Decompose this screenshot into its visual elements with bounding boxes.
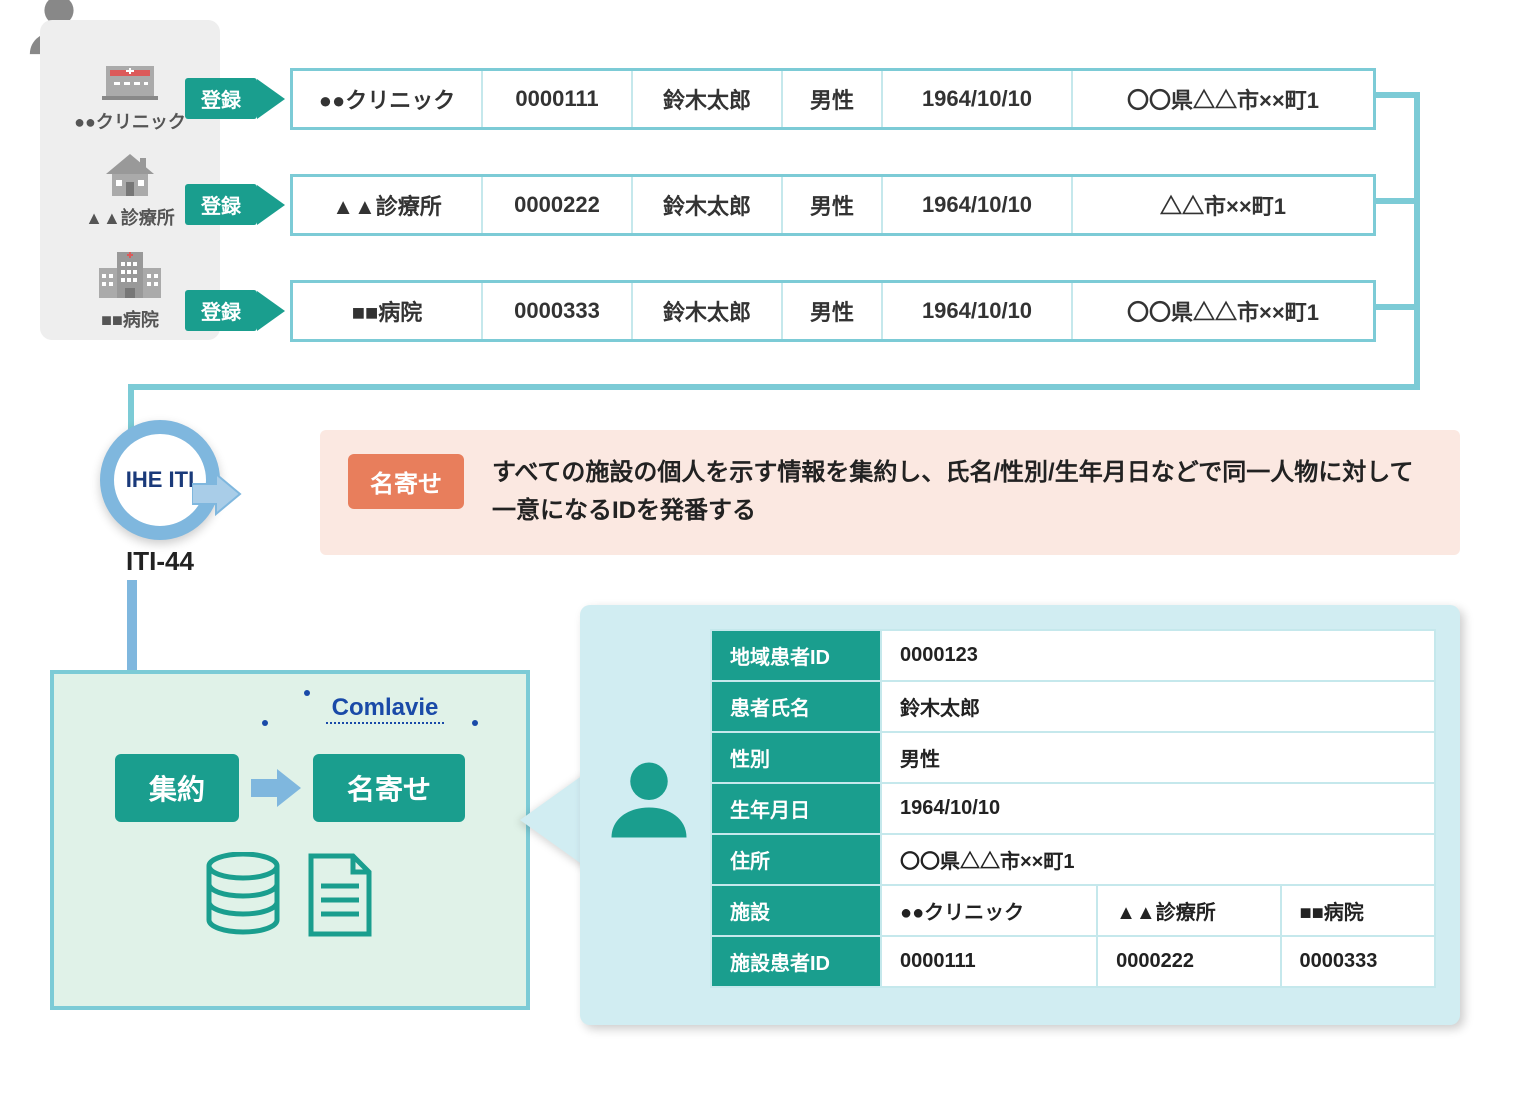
register-arrow: 登録	[185, 290, 285, 331]
note-text: すべての施設の個人を示す情報を集約し、氏名/性別/生年月日などで同一人物に対して…	[492, 454, 1432, 531]
process-steps: 集約 名寄せ	[74, 754, 506, 822]
ihe-circle-icon: IHE ITI	[100, 420, 220, 540]
field-value: ▲▲診療所	[1097, 885, 1280, 936]
step-nameagg: 名寄せ	[313, 754, 465, 822]
cell-name: 鈴木太郎	[633, 283, 783, 339]
result-table: 地域患者ID0000123 患者氏名鈴木太郎 性別男性 生年月日1964/10/…	[710, 629, 1436, 988]
cell-facility: ●●クリニック	[293, 71, 483, 127]
field-value: 0000222	[1097, 936, 1280, 987]
cell-sex: 男性	[783, 71, 883, 127]
register-tag: 登録	[185, 290, 257, 331]
cell-facility: ▲▲診療所	[293, 177, 483, 233]
table-row: 患者氏名鈴木太郎	[711, 681, 1435, 732]
process-icons	[74, 852, 506, 942]
field-value: 鈴木太郎	[881, 681, 1435, 732]
data-row: ●●クリニック 0000111 鈴木太郎 男性 1964/10/10 〇〇県△△…	[290, 68, 1376, 130]
register-arrow: 登録	[185, 78, 285, 119]
note-box: 名寄せ すべての施設の個人を示す情報を集約し、氏名/性別/生年月日などで同一人物…	[320, 430, 1460, 555]
database-icon	[203, 852, 283, 942]
data-row: ■■病院 0000333 鈴木太郎 男性 1964/10/10 〇〇県△△市××…	[290, 280, 1376, 342]
arrow-right-icon	[251, 769, 301, 807]
field-label: 地域患者ID	[711, 630, 881, 681]
field-value: ■■病院	[1281, 885, 1435, 936]
document-icon	[303, 852, 377, 942]
cell-id: 0000111	[483, 71, 633, 127]
cell-dob: 1964/10/10	[883, 71, 1073, 127]
table-row: 性別男性	[711, 732, 1435, 783]
field-value: 〇〇県△△市××町1	[881, 834, 1435, 885]
arrow-tri-icon	[257, 79, 285, 119]
cell-addr: 〇〇県△△市××町1	[1073, 283, 1373, 339]
arrow-tri-icon	[257, 291, 285, 331]
table-row: 生年月日1964/10/10	[711, 783, 1435, 834]
field-value: ●●クリニック	[881, 885, 1097, 936]
comlavie-logo: Comlavie	[264, 694, 506, 724]
house-icon	[100, 152, 160, 200]
process-box: Comlavie 集約 名寄せ	[50, 670, 530, 1010]
table-row: 地域患者ID0000123	[711, 630, 1435, 681]
field-value: 0000111	[881, 936, 1097, 987]
data-row: ▲▲診療所 0000222 鈴木太郎 男性 1964/10/10 △△市××町1	[290, 174, 1376, 236]
cell-addr: 〇〇県△△市××町1	[1073, 71, 1373, 127]
person-icon	[604, 755, 694, 845]
register-tag: 登録	[185, 184, 257, 225]
cell-facility: ■■病院	[293, 283, 483, 339]
step-aggregate: 集約	[115, 754, 239, 822]
register-tag: 登録	[185, 78, 257, 119]
field-label: 患者氏名	[711, 681, 881, 732]
cell-id: 0000222	[483, 177, 633, 233]
note-tag: 名寄せ	[348, 454, 464, 509]
table-row: 施設患者ID 0000111 0000222 0000333	[711, 936, 1435, 987]
table-row: 施設 ●●クリニック ▲▲診療所 ■■病院	[711, 885, 1435, 936]
arrow-right-icon	[192, 472, 242, 516]
ihe-badge: IHE ITI ITI-44	[70, 420, 250, 577]
ihe-label: IHE ITI	[126, 467, 194, 493]
field-label: 生年月日	[711, 783, 881, 834]
table-row: 住所〇〇県△△市××町1	[711, 834, 1435, 885]
cell-addr: △△市××町1	[1073, 177, 1373, 233]
field-value: 0000333	[1281, 936, 1435, 987]
field-value: 男性	[881, 732, 1435, 783]
register-arrow: 登録	[185, 184, 285, 225]
connector	[128, 384, 1420, 390]
hospital-icon	[95, 248, 165, 302]
cell-sex: 男性	[783, 177, 883, 233]
cell-dob: 1964/10/10	[883, 283, 1073, 339]
field-label: 住所	[711, 834, 881, 885]
cell-name: 鈴木太郎	[633, 177, 783, 233]
result-card: 地域患者ID0000123 患者氏名鈴木太郎 性別男性 生年月日1964/10/…	[580, 605, 1460, 1025]
clinic-icon	[100, 60, 160, 104]
cell-name: 鈴木太郎	[633, 71, 783, 127]
diagram-root: ●●クリニック ▲▲診療所	[20, 20, 1500, 1096]
cell-dob: 1964/10/10	[883, 177, 1073, 233]
field-label: 施設	[711, 885, 881, 936]
field-label: 施設患者ID	[711, 936, 881, 987]
cell-sex: 男性	[783, 283, 883, 339]
cell-id: 0000333	[483, 283, 633, 339]
connector	[1414, 92, 1420, 390]
field-label: 性別	[711, 732, 881, 783]
ihe-sub-label: ITI-44	[70, 546, 250, 577]
arrow-tri-icon	[257, 185, 285, 225]
field-value: 1964/10/10	[881, 783, 1435, 834]
field-value: 0000123	[881, 630, 1435, 681]
